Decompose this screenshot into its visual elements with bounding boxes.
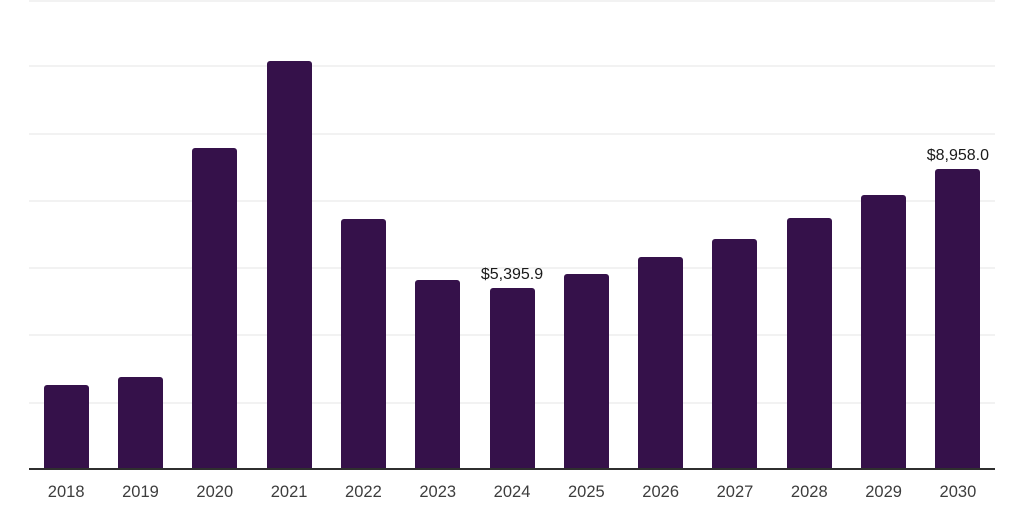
bar-value-label: $8,958.0 [926, 147, 989, 164]
bar-chart: $5,395.9 $8,958.0 2018 2019 2020 2021 2022 202… [29, 0, 995, 512]
bar-2024 [489, 288, 535, 470]
bar-2019 [117, 377, 163, 470]
bar-2023 [415, 280, 461, 470]
bar-2026 [638, 257, 684, 470]
x-tick-label: 2020 [196, 483, 234, 501]
x-tick-label: 2027 [716, 483, 754, 501]
x-tick-label: 2019 [122, 483, 159, 501]
bar-2029 [861, 195, 907, 470]
x-tick-label: 2023 [419, 483, 457, 501]
bar-2028 [786, 218, 832, 470]
bar-2022 [340, 219, 386, 470]
bar-2027 [712, 239, 758, 470]
x-tick-label: 2018 [47, 483, 85, 501]
gridline [29, 133, 995, 135]
gridline [29, 0, 995, 2]
gridline [29, 200, 995, 202]
x-tick-label: 2022 [345, 483, 382, 501]
bar-value-label: $5,395.9 [480, 266, 544, 283]
x-tick-label: 2029 [865, 483, 902, 501]
gridline [29, 267, 995, 269]
x-tick-label: 2025 [567, 483, 605, 501]
x-tick-label: 2021 [270, 483, 308, 501]
bar-2018 [43, 385, 89, 470]
bar-2020 [192, 148, 238, 470]
bar-2025 [563, 274, 609, 470]
bar-2021 [266, 61, 312, 470]
plot-area: $5,395.9 $8,958.0 [29, 0, 995, 470]
bar-2030 [935, 169, 981, 470]
gridline [29, 65, 995, 67]
x-tick-label: 2030 [939, 483, 977, 501]
x-axis-line [29, 468, 995, 470]
x-tick-label: 2026 [642, 483, 680, 501]
x-tick-label: 2028 [790, 483, 828, 501]
x-axis-labels: 2018 2019 2020 2021 2022 2023 2024 2025 2026 2027… [29, 470, 995, 512]
x-tick-label: 2024 [493, 483, 531, 501]
